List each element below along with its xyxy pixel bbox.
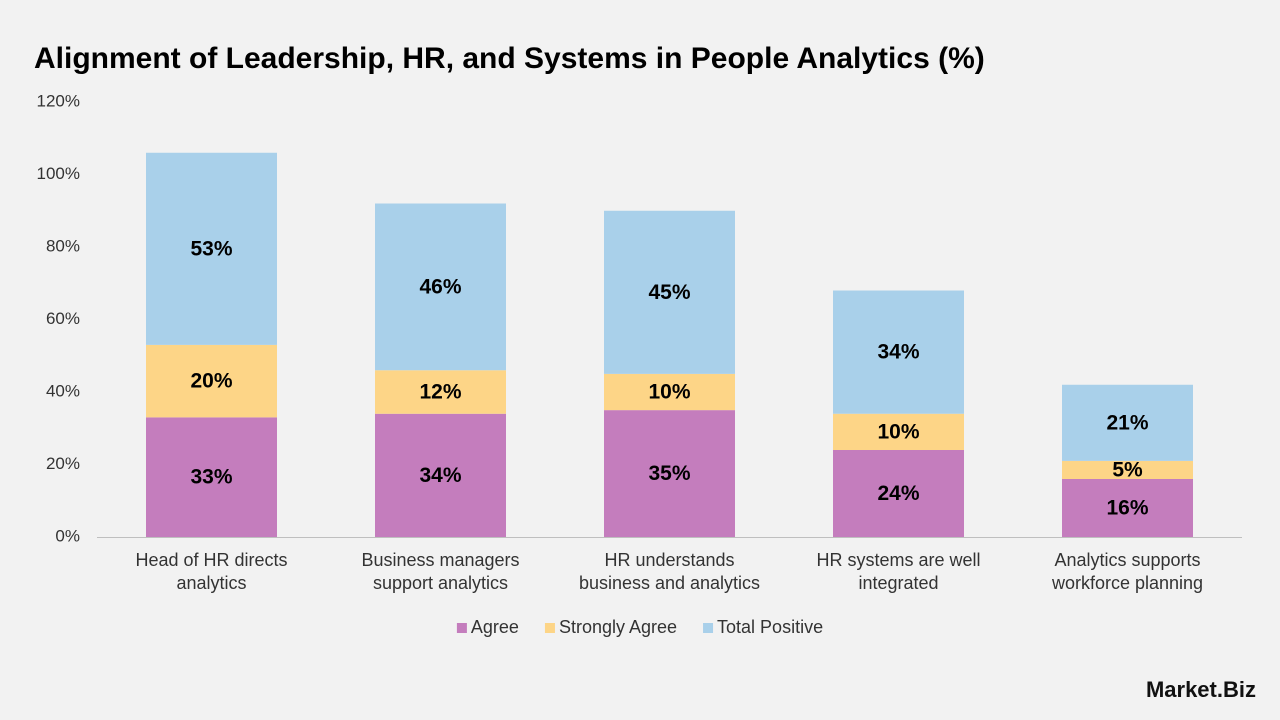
y-tick-label: 40% [46, 381, 80, 400]
data-label: 33% [190, 466, 232, 489]
y-tick-label: 100% [37, 164, 80, 183]
data-label: 20% [190, 370, 232, 393]
bar-segment [604, 410, 735, 537]
bar-segment [604, 373, 735, 411]
data-label: 45% [648, 281, 690, 304]
data-label: 21% [1106, 411, 1148, 434]
y-tick-label: 20% [46, 454, 80, 473]
y-tick-label: 60% [46, 309, 80, 328]
bar-segment [1062, 384, 1193, 461]
bar-segment [1062, 479, 1193, 537]
data-label: 5% [1112, 458, 1143, 481]
y-tick-label: 120% [37, 91, 80, 110]
chart-title: Alignment of Leadership, HR, and Systems… [34, 42, 985, 75]
data-label: 10% [877, 420, 919, 443]
data-label: 34% [419, 464, 461, 487]
legend-swatch [456, 623, 467, 633]
legend-label: Agree [471, 617, 519, 637]
x-tick-label: HR systems are well integrated [816, 550, 981, 593]
data-label: 46% [419, 275, 461, 298]
bar-segment [833, 290, 964, 414]
x-tick-label: Analytics supports workforce planning [1051, 550, 1204, 593]
data-label: 10% [648, 381, 690, 404]
x-tick-label: HR understands business and analytics [578, 550, 761, 593]
watermark: Market.Biz [1146, 677, 1256, 702]
bar-segment [146, 417, 277, 537]
data-label: 34% [877, 341, 919, 364]
data-label: 16% [1106, 497, 1148, 520]
y-tick-label: 80% [46, 236, 80, 255]
legend-swatch [703, 623, 714, 633]
data-label: 24% [877, 482, 919, 505]
legend-label: Total Positive [717, 617, 823, 637]
data-label: 53% [190, 237, 232, 260]
data-label: 35% [648, 462, 690, 485]
y-tick-label: 0% [55, 526, 80, 545]
bar-segment [833, 413, 964, 450]
bar-segment [375, 203, 506, 371]
bar-segment [604, 210, 735, 374]
bar-segment [375, 413, 506, 537]
bar-segment [375, 370, 506, 414]
bar-segment [146, 344, 277, 418]
legend-label: Strongly Agree [559, 617, 677, 637]
bar-segment [833, 450, 964, 537]
x-tick-label: Head of HR directs analytics [135, 550, 288, 593]
bar-segment [146, 152, 277, 345]
bar-segment [1062, 460, 1193, 479]
legend-swatch [544, 623, 555, 633]
x-tick-label: Business managers support analytics [361, 550, 520, 593]
data-label: 12% [419, 381, 461, 404]
